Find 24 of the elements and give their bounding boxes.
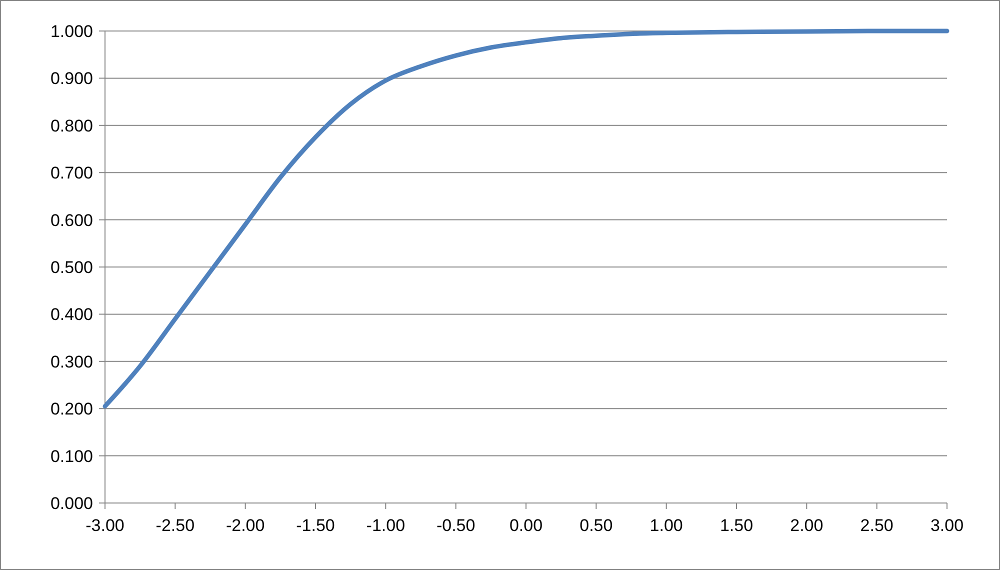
y-tick-label: 0.600 [50, 210, 93, 230]
y-tick-label: 0.000 [50, 494, 93, 513]
x-tick-label: 3.00 [930, 516, 964, 535]
y-tick-label: 0.400 [50, 305, 93, 324]
x-tick-label: -1.50 [296, 516, 335, 535]
y-tick-label: 0.900 [50, 69, 93, 88]
y-tick-label: 1.000 [50, 22, 93, 41]
y-tick-label: 0.300 [50, 352, 93, 372]
x-tick-label: -3.00 [86, 516, 124, 535]
x-tick-label: 1.00 [650, 516, 683, 535]
y-tick-label: 0.100 [50, 446, 93, 466]
y-tick-label: 0.500 [50, 258, 93, 277]
x-tick-label: -1.00 [366, 516, 406, 535]
y-tick-label: 0.700 [50, 164, 93, 183]
y-tick-label: 0.200 [50, 400, 93, 419]
x-tick-label: 0.00 [509, 516, 543, 535]
x-tick-label: -2.50 [156, 516, 195, 535]
x-tick-label: 2.50 [860, 516, 894, 535]
x-tick-label: 1.50 [720, 516, 754, 535]
x-tick-label: 2.00 [790, 516, 824, 535]
x-tick-label: -2.00 [226, 516, 265, 535]
y-tick-label: 0.800 [50, 116, 93, 136]
x-tick-label: 0.50 [580, 516, 613, 535]
x-tick-label: -0.50 [436, 516, 476, 535]
